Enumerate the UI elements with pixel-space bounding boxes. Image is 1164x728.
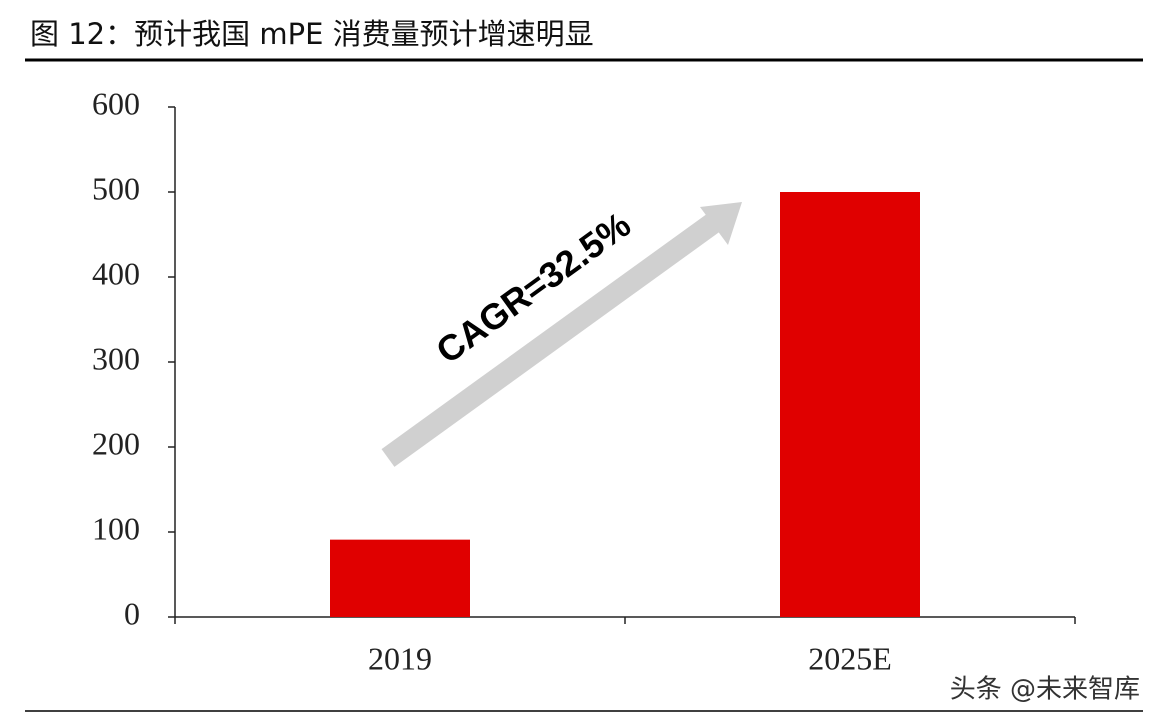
y-tick-label: 400 <box>92 255 140 291</box>
x-tick-label: 2025E <box>808 640 892 676</box>
bar <box>330 539 470 617</box>
y-tick-label: 600 <box>92 85 140 121</box>
trend-arrow <box>381 202 742 467</box>
y-tick-label: 500 <box>92 170 140 206</box>
bar <box>780 192 920 617</box>
watermark: 头条 @未来智库 <box>950 675 1140 705</box>
y-tick-label: 200 <box>92 425 140 461</box>
y-tick-label: 100 <box>92 510 140 546</box>
x-tick-label: 2019 <box>368 640 432 676</box>
y-tick-label: 0 <box>124 595 140 631</box>
chart-title: 图 12：预计我国 mPE 消费量预计增速明显 <box>30 17 594 51</box>
y-tick-label: 300 <box>92 340 140 376</box>
